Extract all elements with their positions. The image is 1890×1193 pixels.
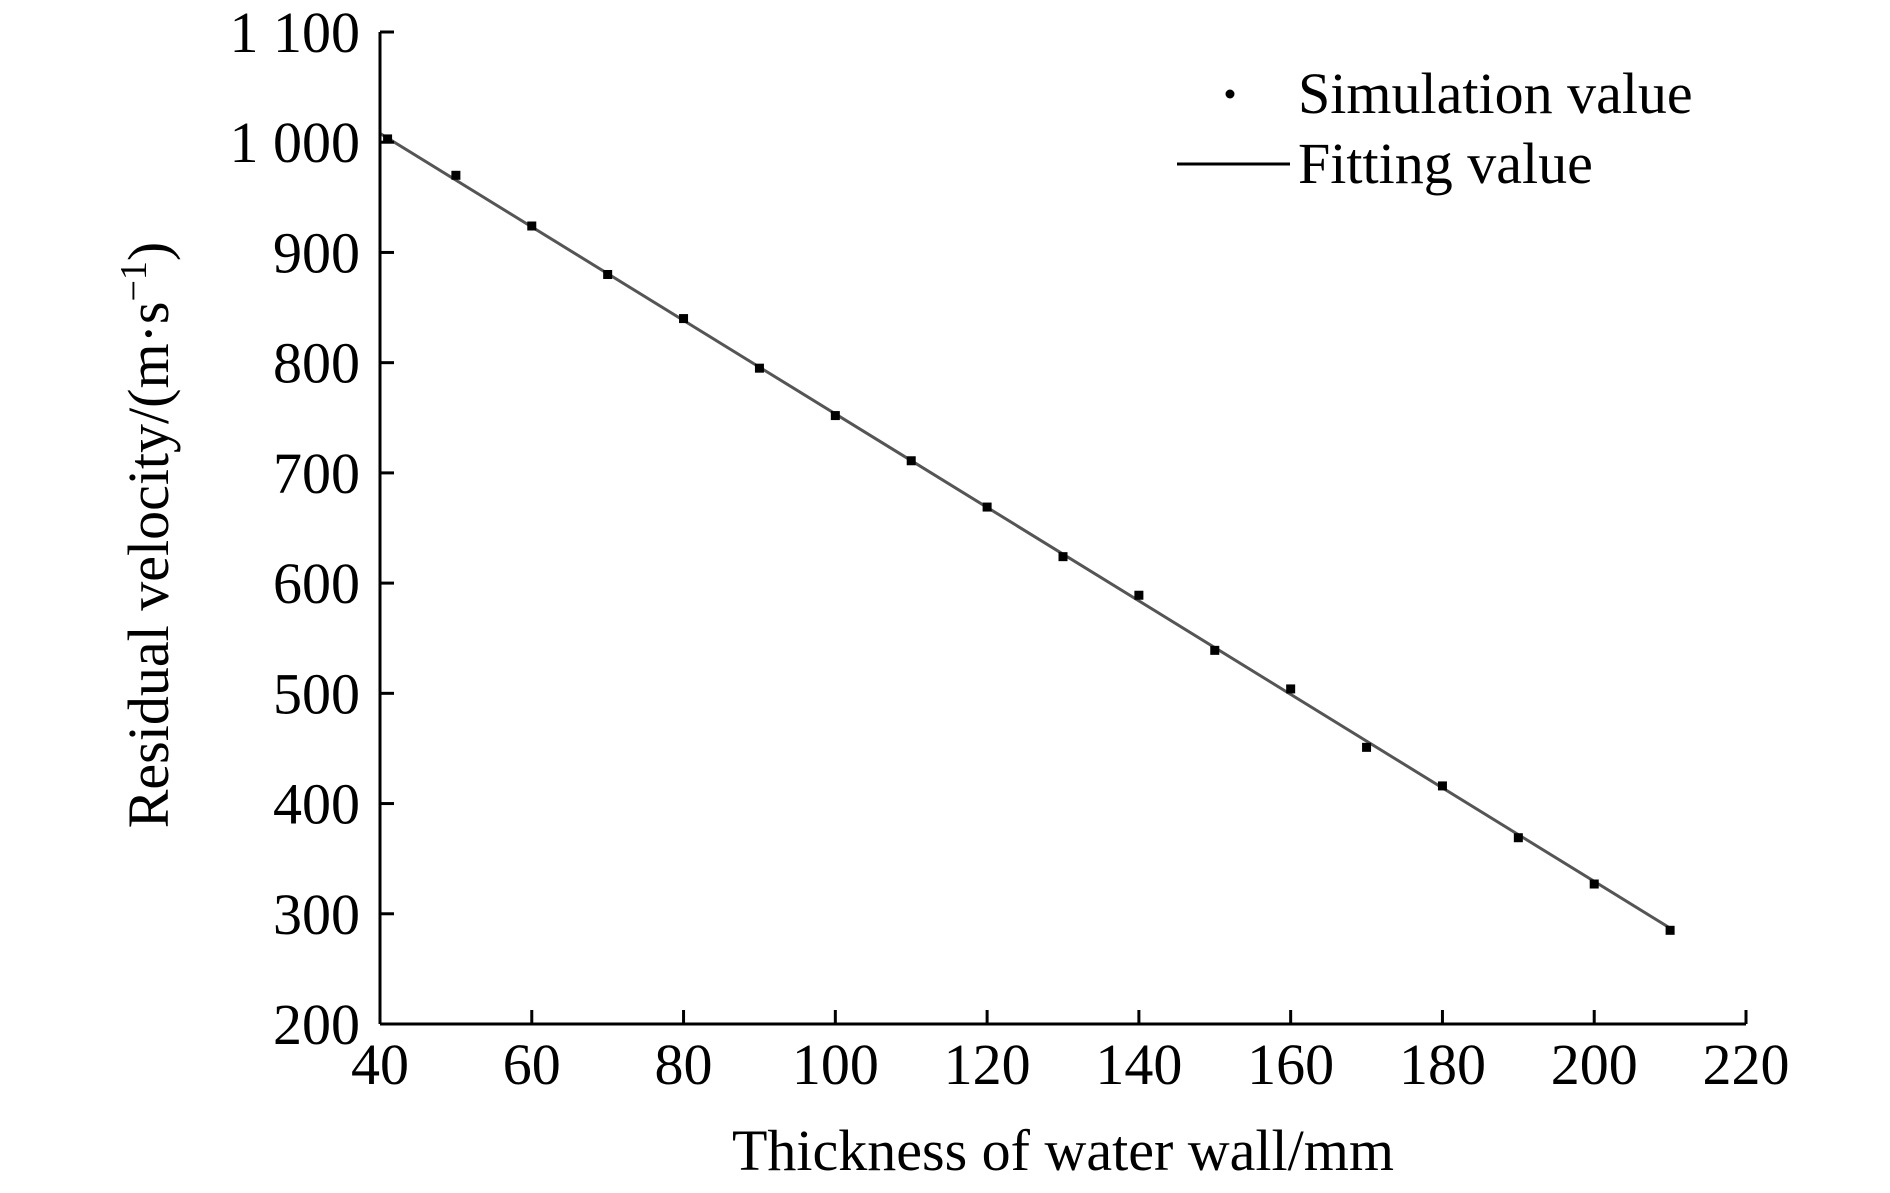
plot-area	[379, 132, 1675, 935]
x-tick-label: 60	[503, 1032, 561, 1097]
simulation-point	[1437, 781, 1447, 791]
y-tick-label: 900	[273, 220, 360, 285]
legend-fitting-label: Fitting value	[1298, 131, 1593, 196]
simulation-point	[1210, 645, 1220, 655]
y-tick-label: 1 100	[230, 0, 361, 65]
simulation-point	[754, 363, 764, 373]
legend: Simulation value Fitting value	[1177, 61, 1693, 196]
y-tick-label: 400	[273, 772, 360, 837]
y-ticks: 200 300 400 500 600 700 800 900 1 000 1 100	[230, 0, 394, 1057]
x-tick-label: 200	[1551, 1032, 1638, 1097]
y-axis-title-close: )	[116, 242, 181, 261]
y-axis-title: Residual velocity/(m·s−1)	[113, 242, 181, 829]
x-tick-label: 220	[1703, 1032, 1790, 1097]
simulation-point	[1286, 684, 1296, 694]
legend-simulation-marker	[1225, 89, 1235, 99]
x-tick-label: 40	[351, 1032, 409, 1097]
y-tick-label: 300	[273, 882, 360, 947]
simulation-point	[1362, 742, 1372, 752]
simulation-point	[1589, 879, 1599, 889]
simulation-point	[603, 269, 613, 279]
fitting-line	[379, 132, 1671, 930]
simulation-point	[906, 456, 916, 466]
x-tick-label: 120	[944, 1032, 1031, 1097]
x-axis-title: Thickness of water wall/mm	[732, 1118, 1394, 1183]
simulation-point	[383, 134, 393, 144]
y-tick-label: 500	[273, 661, 360, 726]
simulation-point	[982, 502, 992, 512]
x-tick-label: 180	[1399, 1032, 1486, 1097]
simulation-point	[830, 411, 840, 421]
y-axis-title-superscript: −1	[113, 261, 155, 301]
x-ticks: 40 60 80 100 120 140 160 180 200 220	[351, 1010, 1790, 1097]
simulation-point	[1134, 590, 1144, 600]
simulation-point	[451, 170, 461, 180]
x-tick-label: 100	[792, 1032, 879, 1097]
y-tick-label: 200	[273, 992, 360, 1057]
simulation-point	[679, 314, 689, 324]
y-tick-label: 700	[273, 441, 360, 506]
simulation-point	[1058, 552, 1068, 562]
legend-simulation-label: Simulation value	[1298, 61, 1693, 126]
x-tick-label: 80	[655, 1032, 713, 1097]
y-tick-label: 600	[273, 551, 360, 616]
simulation-point	[1665, 925, 1675, 935]
y-tick-label: 800	[273, 331, 360, 396]
x-tick-label: 140	[1095, 1032, 1182, 1097]
y-tick-label: 1 000	[230, 110, 361, 175]
x-tick-label: 160	[1247, 1032, 1334, 1097]
simulation-point	[527, 221, 537, 231]
simulation-point	[1513, 833, 1523, 843]
y-axis-title-main: Residual velocity/(m·s	[116, 302, 181, 829]
